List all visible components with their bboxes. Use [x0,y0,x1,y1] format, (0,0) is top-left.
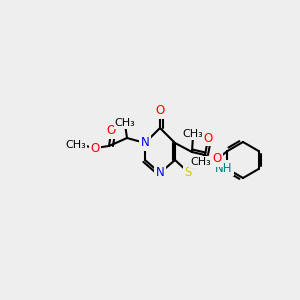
Text: NH: NH [215,161,233,175]
Text: CH₃: CH₃ [190,157,211,167]
Text: S: S [184,166,192,178]
Text: CH₃: CH₃ [183,129,203,139]
Text: O: O [203,131,213,145]
Text: O: O [90,142,100,154]
Text: O: O [213,152,222,166]
Text: O: O [106,124,116,137]
Text: O: O [155,104,165,118]
Text: N: N [141,136,149,149]
Text: CH₃: CH₃ [115,118,135,128]
Text: N: N [156,167,164,179]
Text: CH₃: CH₃ [66,140,86,150]
